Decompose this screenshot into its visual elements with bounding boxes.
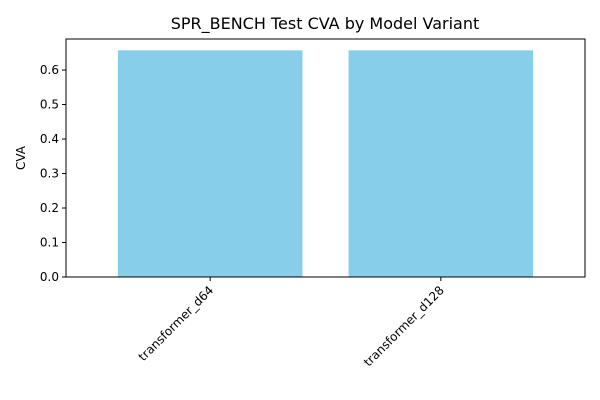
y-tick-label: 0.4 — [40, 132, 59, 146]
y-tick-label: 0.1 — [40, 236, 59, 250]
y-tick-label: 0.5 — [40, 98, 59, 112]
chart-title: SPR_BENCH Test CVA by Model Variant — [171, 14, 480, 34]
bar-transformer_d128 — [348, 50, 534, 277]
bars-layer — [117, 50, 534, 277]
y-tick-label: 0.0 — [40, 270, 59, 284]
bar-transformer_d64 — [117, 50, 303, 277]
y-ticks-layer: 0.0 0.1 0.2 0.3 0.4 0.5 0.6 — [40, 63, 66, 284]
y-tick-label: 0.6 — [40, 63, 59, 77]
y-tick-label: 0.3 — [40, 167, 59, 181]
plot-frame — [65, 38, 586, 278]
y-tick-label: 0.2 — [40, 201, 59, 215]
y-axis-label: CVA — [14, 145, 28, 170]
